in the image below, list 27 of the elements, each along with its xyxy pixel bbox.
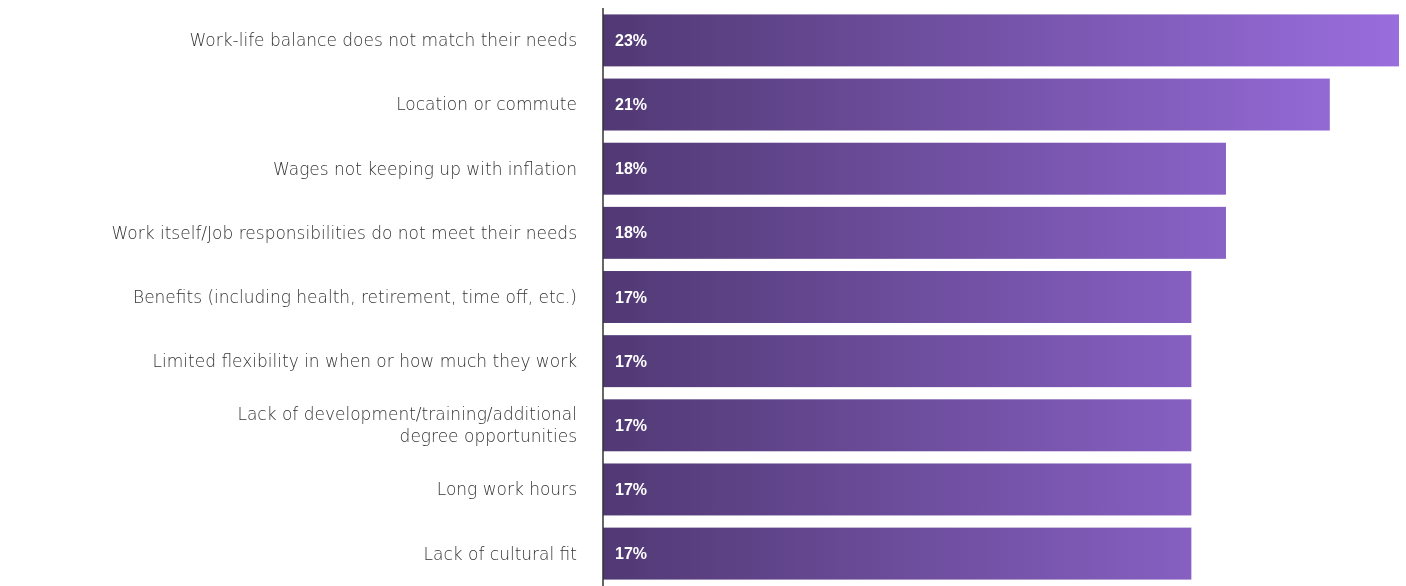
bar [603, 78, 1330, 131]
bar [603, 335, 1192, 388]
data-label: 21% [615, 96, 648, 114]
y-tick-label: Lack of development/training/additional degree opportunities [237, 404, 577, 447]
data-label: 18% [615, 160, 648, 178]
y-tick-label: Work-life balance does not match their needs [189, 30, 577, 51]
bar [603, 527, 1192, 580]
y-tick-label: Work itself/Job responsibilities do not meet their needs [111, 222, 577, 243]
y-tick-label: Location or commute [396, 94, 577, 115]
bar [603, 142, 1226, 195]
y-tick-label: Limited flexibility in when or how much they work [152, 351, 578, 372]
data-label: 17% [615, 352, 648, 370]
y-tick-label: Wages not keeping up with inflation [273, 158, 577, 179]
y-tick-label: Lack of cultural fit [423, 543, 577, 564]
bar [603, 463, 1192, 516]
data-label: 17% [615, 481, 648, 499]
y-tick-label: Long work hours [436, 479, 577, 500]
data-label: 17% [615, 416, 648, 434]
data-label: 17% [615, 288, 648, 306]
bar [603, 206, 1226, 259]
bar [603, 399, 1192, 452]
data-label: 23% [615, 32, 648, 49]
data-label: 17% [615, 545, 648, 563]
y-tick-label: Benefits (including health, retirement, time off, etc.) [133, 286, 577, 307]
bar [603, 14, 1399, 67]
bar [603, 271, 1192, 323]
data-label: 18% [615, 224, 648, 242]
